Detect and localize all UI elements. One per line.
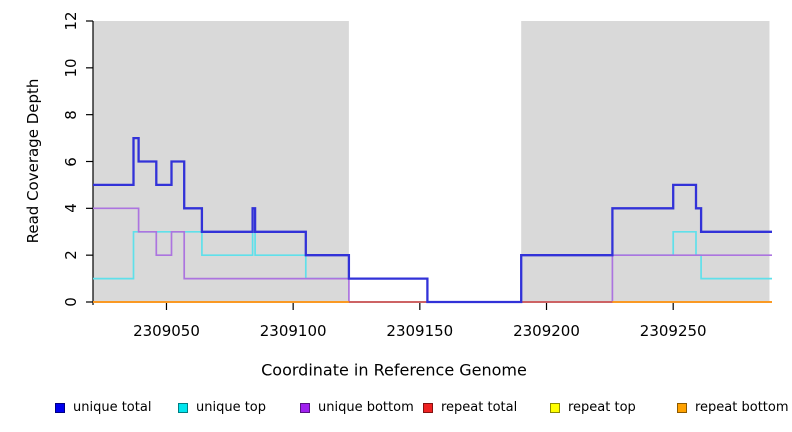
legend-item-unique-bottom: unique bottom xyxy=(300,400,414,415)
legend-item-unique-top: unique top xyxy=(178,400,266,415)
legend-swatch-repeat-total xyxy=(423,402,433,413)
y-tick-label: 8 xyxy=(62,109,80,120)
x-tick-label: 2309200 xyxy=(513,322,580,340)
legend-swatch-repeat-bottom xyxy=(677,402,687,413)
y-tick-label: 12 xyxy=(62,11,80,31)
legend-swatch-unique-total xyxy=(55,402,65,413)
legend-label: unique bottom xyxy=(318,400,414,415)
y-axis-title: Read Coverage Depth xyxy=(24,78,42,244)
y-tick-label: 0 xyxy=(62,297,80,307)
x-tick-label: 2309050 xyxy=(133,322,200,340)
y-tick-label: 10 xyxy=(62,58,80,78)
legend-label: repeat bottom xyxy=(695,400,789,415)
x-tick-label: 2309250 xyxy=(639,322,707,340)
x-tick-label: 2309150 xyxy=(386,322,454,340)
x-tick-label: 2309100 xyxy=(259,322,327,340)
legend-label: repeat top xyxy=(568,400,636,415)
legend-label: unique total xyxy=(73,400,152,415)
legend-item-unique-total: unique total xyxy=(55,400,151,415)
legend-item-repeat-bottom: repeat bottom xyxy=(677,400,789,415)
y-tick-label: 6 xyxy=(62,156,80,167)
legend-swatch-unique-top xyxy=(178,402,188,413)
x-axis-title: Coordinate in Reference Genome xyxy=(261,360,527,380)
legend-item-repeat-top: repeat top xyxy=(550,400,636,415)
legend-swatch-unique-bottom xyxy=(300,402,310,413)
legend-label: repeat total xyxy=(441,400,518,415)
y-tick-label: 2 xyxy=(62,250,80,260)
series-line-unique-total xyxy=(93,136,772,304)
shaded-region xyxy=(93,21,349,302)
legend-label: unique top xyxy=(196,400,267,415)
y-tick-label: 4 xyxy=(62,203,80,214)
legend-swatch-repeat-top xyxy=(550,402,560,413)
shaded-region xyxy=(521,21,770,302)
legend-item-repeat-total: repeat total xyxy=(423,400,517,415)
